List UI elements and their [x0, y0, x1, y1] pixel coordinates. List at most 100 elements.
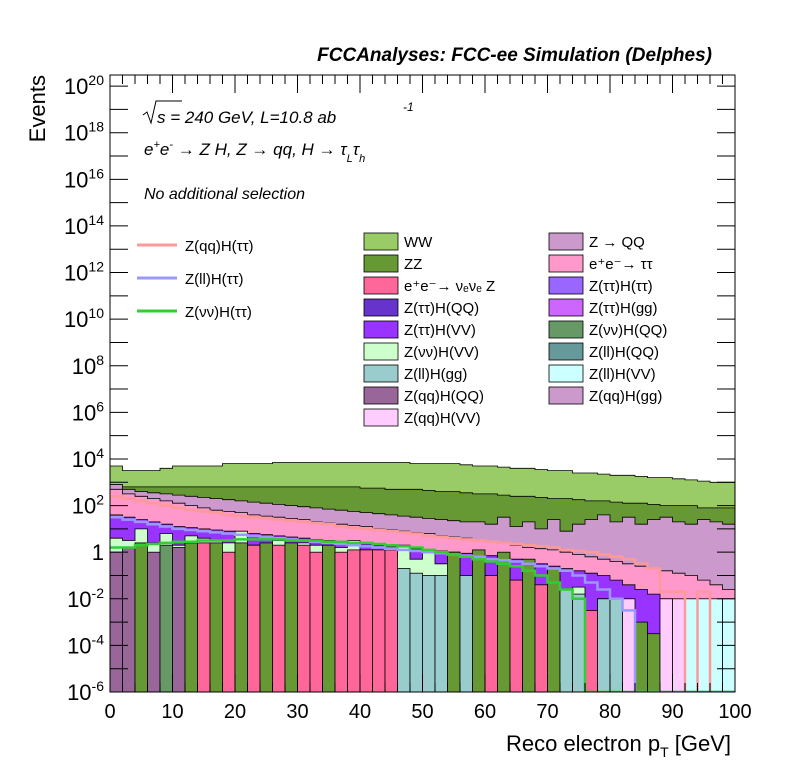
legend-swatch: [363, 408, 399, 427]
low-bin-bar: [409, 572, 423, 692]
x-axis: 0 10 20 30 40 50 60 70 80 90 100: [104, 75, 752, 723]
legend-label: Z(ττ)H(ττ): [589, 278, 653, 295]
y-axis-label: Events: [25, 75, 50, 142]
y-tick-label: 1014: [64, 212, 104, 239]
legend-label: Z(ll)H(QQ): [589, 344, 659, 361]
x-tick-label: 90: [661, 701, 683, 723]
signal-line: [110, 538, 735, 692]
legend-label: Z(νν)H(ττ): [185, 304, 252, 321]
y-tick-label: 10-4: [67, 631, 104, 658]
low-bin-bar: [134, 542, 148, 692]
low-bin-bar: [672, 598, 686, 692]
y-tick-label: 1016: [64, 165, 104, 192]
low-bin-bar: [659, 598, 673, 692]
low-bin-bar: [147, 551, 161, 692]
legend-swatch: [548, 276, 584, 295]
low-bin-bar: [472, 549, 486, 692]
low-bin-bar: [572, 593, 586, 692]
x-axis-label: Reco electron pT [GeV]: [506, 731, 731, 760]
low-bin-bar: [372, 549, 386, 692]
legend-swatch: [363, 298, 399, 317]
low-bin-bar: [209, 542, 223, 692]
x-tick-label: 60: [474, 701, 496, 723]
legend-label: ZZ: [404, 256, 422, 273]
y-tick-label: 104: [72, 445, 104, 472]
process-annotation: e+e- → Z H, Z → qq, H → τLτh: [144, 139, 365, 165]
low-bin-bar: [484, 575, 498, 692]
legend-label: Z(ττ)H(gg): [589, 300, 658, 317]
x-tick-label: 0: [104, 701, 115, 723]
low-bin-fills: [110, 542, 735, 692]
legend-swatch: [363, 276, 399, 295]
low-bin-bar: [597, 598, 611, 692]
legend-label: Z(νν)H(QQ): [589, 322, 667, 339]
legend-label: e⁺e⁻→ νₑνₑ Z: [404, 278, 495, 295]
legend-label: Z(qq)H(gg): [589, 388, 662, 405]
low-bin-bar: [284, 542, 298, 692]
low-bin-bar: [322, 544, 336, 692]
low-bin-bar: [534, 584, 548, 692]
low-bin-bar: [522, 558, 536, 692]
low-bin-bar: [434, 575, 448, 692]
low-bin-bar: [359, 549, 373, 692]
legend-label: Z(qq)H(ττ): [185, 238, 254, 255]
svg-text:s = 240 GeV, L=10.8 ab: s = 240 GeV, L=10.8 ab: [157, 108, 336, 127]
x-tick-label: 50: [411, 701, 433, 723]
legend-swatch: [548, 364, 584, 383]
low-bin-bar: [622, 598, 636, 692]
legend-swatch: [548, 386, 584, 405]
legend-swatch: [548, 232, 584, 251]
svg-text:-1: -1: [403, 100, 414, 114]
y-tick-label: 10-6: [67, 678, 104, 705]
legend-swatch: [363, 364, 399, 383]
legend-swatch: [363, 386, 399, 405]
low-bin-bar: [422, 575, 436, 692]
y-tick-label: 106: [72, 398, 104, 425]
x-tick-label: 40: [349, 701, 371, 723]
low-bin-bar: [559, 589, 573, 692]
low-bin-bar: [247, 544, 261, 692]
low-bin-bar: [509, 579, 523, 692]
legend-label: Z(qq)H(VV): [404, 410, 481, 427]
legend-label: Z → QQ: [589, 234, 645, 251]
low-bin-bar: [259, 542, 273, 692]
legend-swatch: [548, 342, 584, 361]
low-bin-bar: [684, 598, 698, 692]
legend-label: Z(qq)H(QQ): [404, 388, 484, 405]
low-bin-bar: [222, 551, 236, 692]
y-tick-label: 1010: [64, 305, 104, 332]
svg-text:Reco electron pT [GeV]: Reco electron pT [GeV]: [506, 731, 731, 760]
y-tick-label: 108: [72, 352, 104, 379]
low-bin-bar: [384, 549, 398, 692]
x-tick-label: 70: [536, 701, 558, 723]
y-tick-label: 1020: [64, 72, 104, 99]
low-bin-bar: [609, 598, 623, 692]
legend-swatch: [363, 320, 399, 339]
y-tick-label: 10-2: [67, 585, 104, 612]
low-bin-bar: [697, 598, 711, 692]
legend-label: Z(ττ)H(VV): [404, 322, 476, 339]
low-bin-bar: [234, 542, 248, 692]
low-bin-bar: [547, 568, 561, 692]
low-bin-bar: [584, 610, 598, 692]
x-tick-label: 20: [224, 701, 246, 723]
x-tick-label: 100: [718, 701, 751, 723]
legend-label: e⁺e⁻→ ττ: [589, 256, 653, 273]
legend-label: Z(ll)H(VV): [589, 366, 656, 383]
chart-title: FCCAnalyses: FCC-ee Simulation (Delphes): [317, 45, 712, 66]
y-tick-label: 1: [92, 540, 104, 565]
legend-label: Z(ττ)H(QQ): [404, 300, 479, 317]
legend-swatch: [363, 232, 399, 251]
y-tick-label: 1012: [64, 259, 104, 286]
low-bin-bar: [272, 544, 286, 692]
low-bin-bar: [447, 551, 461, 692]
legend-label: Z(νν)H(VV): [404, 344, 479, 361]
low-bin-bar: [197, 542, 211, 692]
energy-annotation: s = 240 GeV, L=10.8 ab -1: [142, 100, 414, 127]
low-bin-bar: [159, 544, 173, 692]
legend-swatch: [363, 254, 399, 273]
legend-backgrounds-col2: Z → QQ e⁺e⁻→ ττ Z(ττ)H(ττ) Z(ττ)H(gg) Z(νν)H…: [548, 232, 667, 405]
legend-label: WW: [404, 234, 433, 251]
legend-label: Z(ll)H(ττ): [185, 271, 244, 288]
